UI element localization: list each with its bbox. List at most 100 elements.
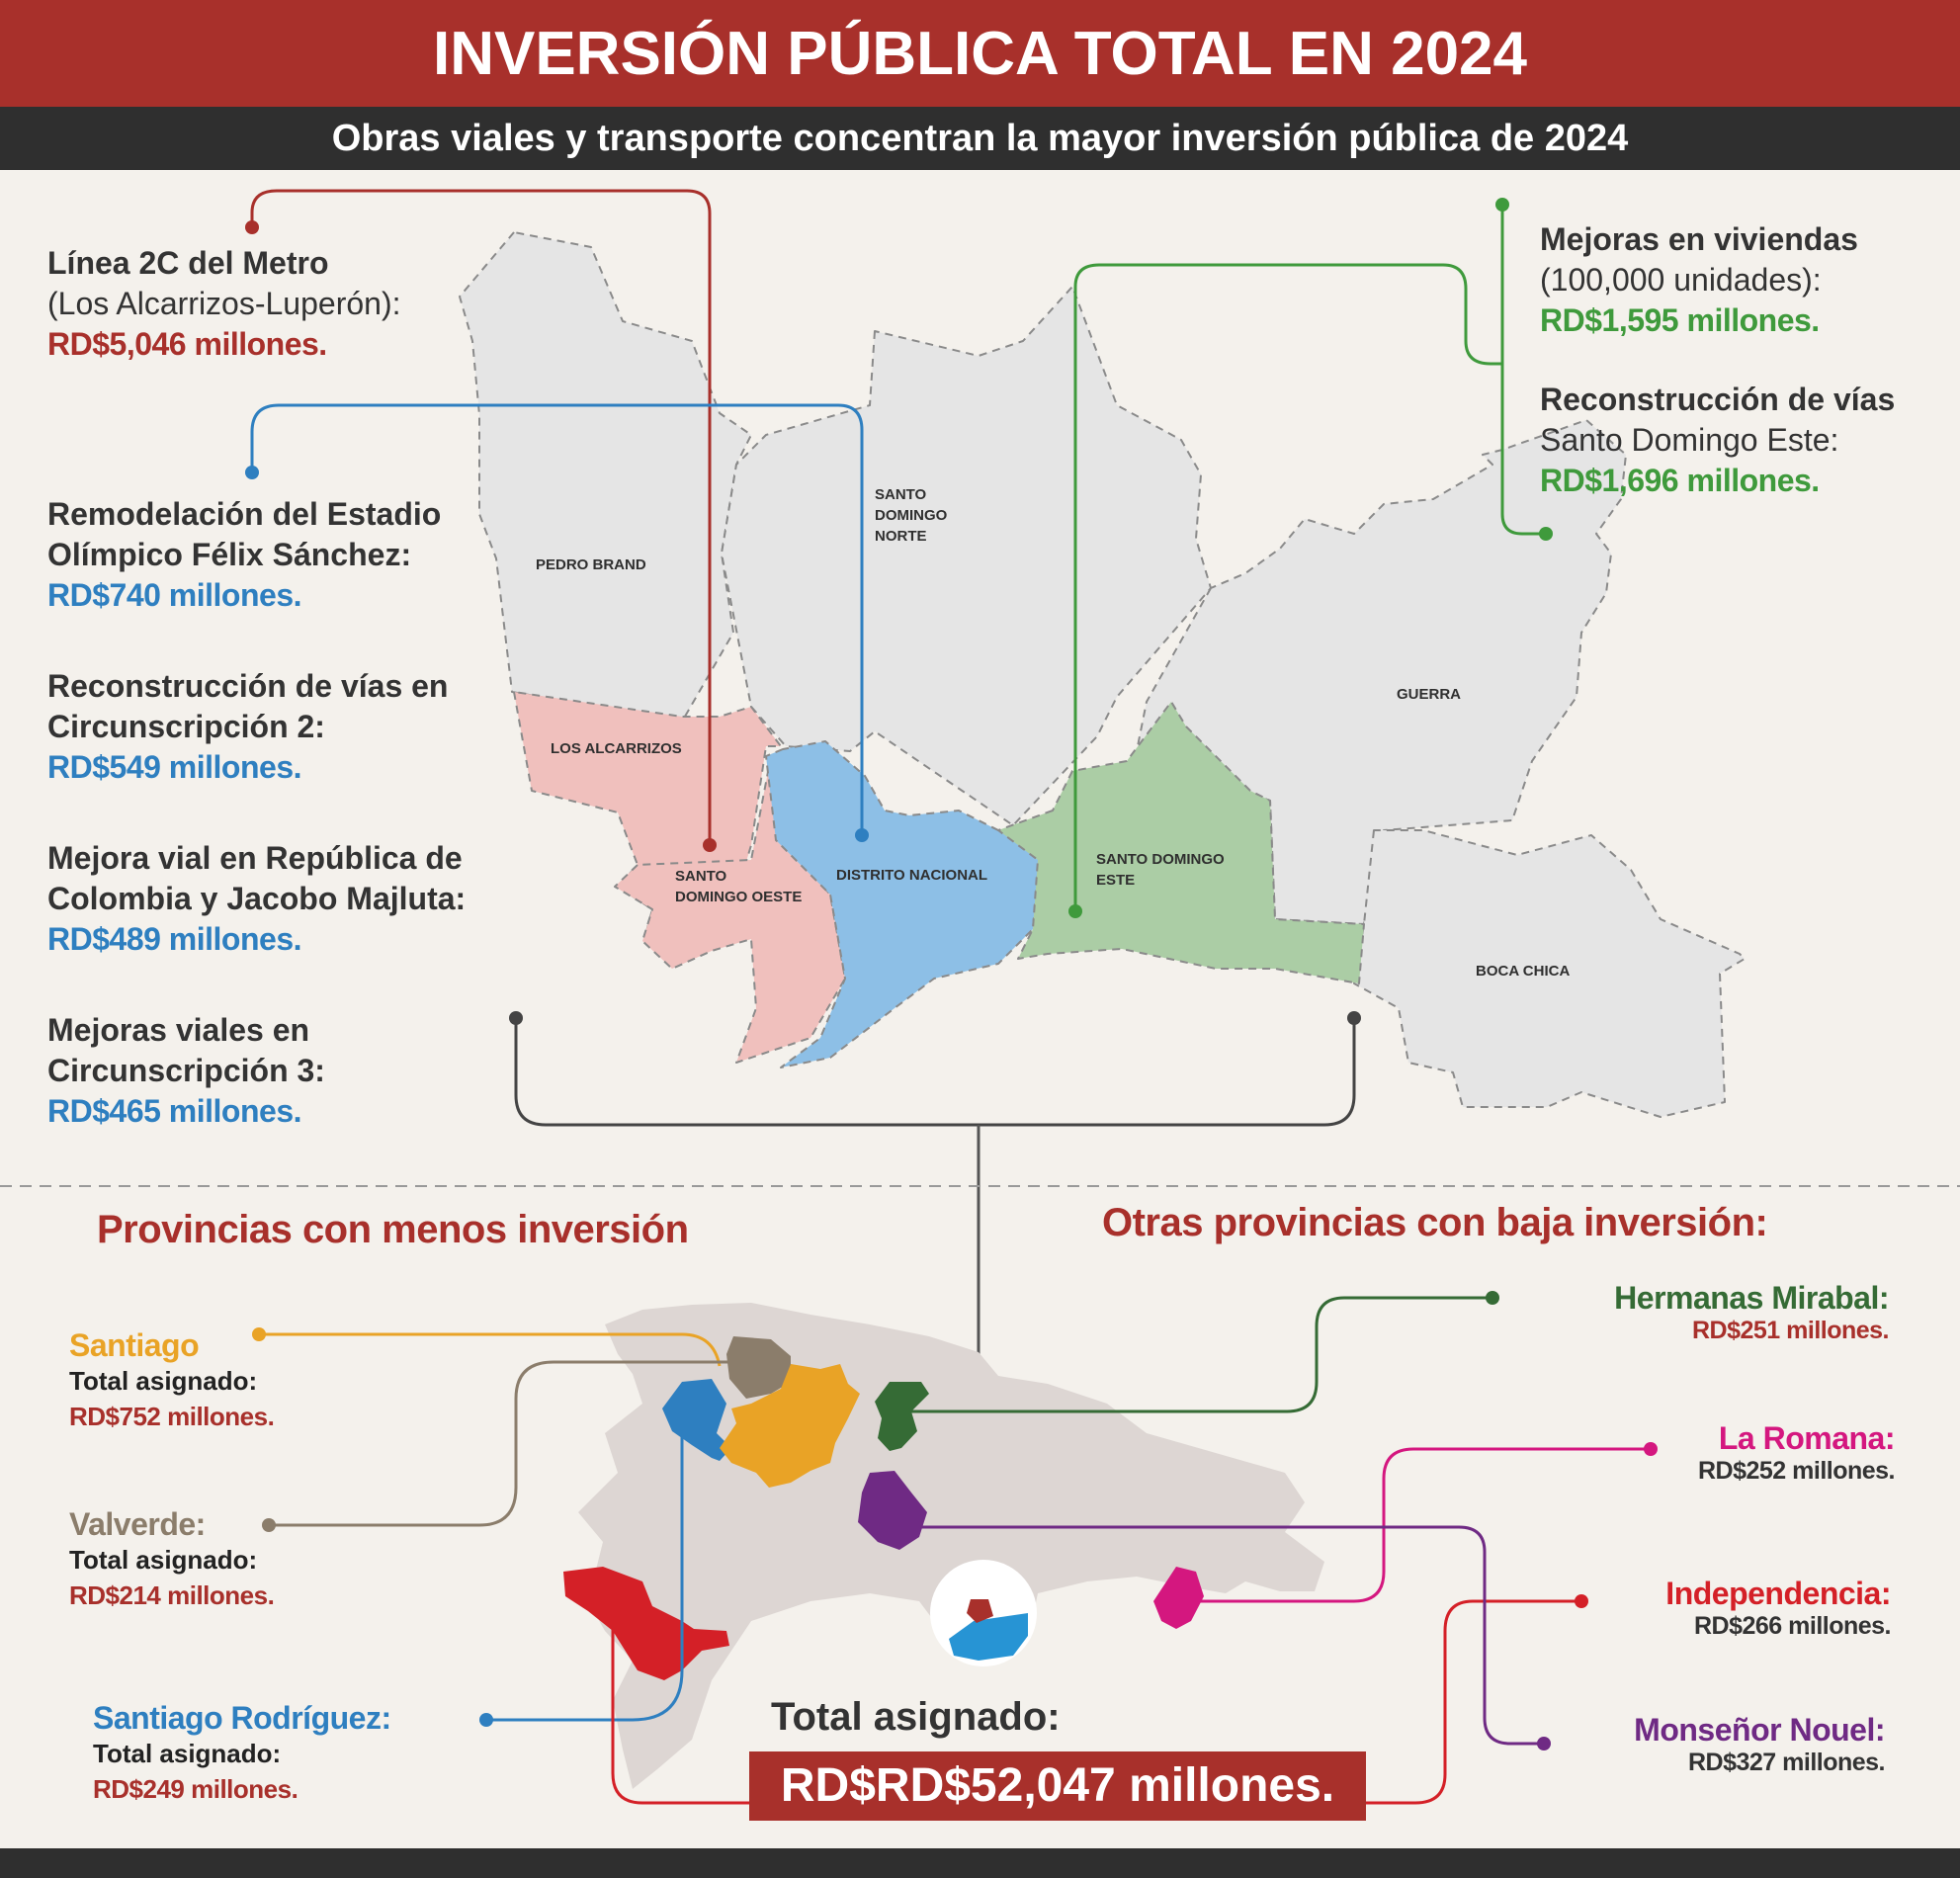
connector-hermanas-mirabal xyxy=(899,1296,1492,1413)
label-sdn-3: NORTE xyxy=(875,528,927,545)
total-label: Total asignado: xyxy=(771,1695,1061,1739)
project-circ3-title: Mejoras viales en xyxy=(47,1012,310,1048)
province-independencia-block: Independencia: RD$266 millones. xyxy=(1665,1576,1891,1641)
region-santo-domingo-norte xyxy=(721,286,1212,826)
dot-independencia xyxy=(1575,1594,1588,1608)
dot-valverde xyxy=(262,1518,276,1532)
project-colombia-title2: Colombia y Jacobo Majluta: xyxy=(47,881,467,916)
project-colombia: Mejora vial en República de Colombia y J… xyxy=(47,838,466,960)
dot-metro xyxy=(245,220,259,234)
label-sdn-2: DOMINGO xyxy=(875,507,948,524)
connector-sde xyxy=(1500,203,1544,536)
connector-la-romana xyxy=(1181,1447,1651,1603)
dot-santiago-rodriguez xyxy=(479,1713,493,1727)
province-la-romana-amount: RD$252 millones. xyxy=(1697,1457,1896,1485)
label-guerra: GUERRA xyxy=(1397,686,1461,703)
province-independencia-amount: RD$266 millones. xyxy=(1693,1612,1892,1640)
label-distrito-nacional: DISTRITO NACIONAL xyxy=(836,867,987,884)
province-santiago-rodriguez-label: Total asignado: xyxy=(93,1739,282,1768)
project-viviendas: Mejoras en viviendas (100,000 unidades):… xyxy=(1540,219,1858,341)
project-metro-title: Línea 2C del Metro xyxy=(47,245,329,281)
province-santiago-label: Total asignado: xyxy=(69,1366,258,1396)
province-santiago-block: Santiago Total asignado: RD$752 millones… xyxy=(69,1327,275,1434)
project-circ2-title2: Circunscripción 2: xyxy=(47,709,325,744)
province-valverde-name: Valverde: xyxy=(69,1506,206,1542)
province-independencia xyxy=(563,1567,729,1680)
connector-santiago-rodriguez xyxy=(486,1428,684,1722)
province-hermanas-mirabal xyxy=(875,1382,929,1451)
dot-la-romana xyxy=(1644,1442,1658,1456)
province-santiago-rodriguez-amount: RD$249 millones. xyxy=(93,1774,298,1804)
connector-valverde xyxy=(269,1360,731,1527)
project-viviendas-amount: RD$1,595 millones. xyxy=(1540,302,1820,338)
project-estadio-amount: RD$740 millones. xyxy=(47,577,302,613)
province-valverde xyxy=(726,1336,791,1399)
dot-viviendas xyxy=(1495,198,1509,212)
province-monsenor-nouel-name: Monseñor Nouel: xyxy=(1634,1712,1885,1748)
project-circ2-title: Reconstrucción de vías en xyxy=(47,668,449,704)
connector-metro xyxy=(250,189,712,848)
connector-independencia xyxy=(611,1599,1581,1805)
province-hermanas-mirabal-block: Hermanas Mirabal: RD$251 millones. xyxy=(1614,1280,1889,1345)
dot-metro-end xyxy=(703,838,717,852)
label-sde-1: SANTO DOMINGO xyxy=(1096,851,1225,868)
region-distrito-nacional xyxy=(765,740,1044,1068)
section-right-heading: Otras provincias con baja inversión: xyxy=(1102,1201,1768,1244)
province-santiago-rodriguez-block: Santiago Rodríguez: Total asignado: RD$2… xyxy=(93,1700,391,1807)
project-sde-title: Reconstrucción de vías xyxy=(1540,382,1896,417)
province-hermanas-mirabal-name: Hermanas Mirabal: xyxy=(1614,1280,1889,1316)
project-estadio-title2: Olímpico Félix Sánchez: xyxy=(47,537,412,572)
connector-bracket xyxy=(514,1018,1356,1127)
label-pedro-brand: PEDRO BRAND xyxy=(536,556,646,573)
project-sde: Reconstrucción de vías Santo Domingo Est… xyxy=(1540,380,1895,501)
province-valverde-block: Valverde: Total asignado: RD$214 millone… xyxy=(69,1506,275,1613)
dot-viviendas-end xyxy=(1068,904,1082,918)
section-left-heading: Provincias con menos inversión xyxy=(97,1208,689,1251)
province-monsenor-nouel-block: Monseñor Nouel: RD$327 millones. xyxy=(1634,1712,1885,1777)
dot-estadio-end xyxy=(855,828,869,842)
project-circ3: Mejoras viales en Circunscripción 3: RD$… xyxy=(47,1010,325,1132)
project-sde-note: Santo Domingo Este: xyxy=(1540,422,1839,458)
label-sdo-2: DOMINGO OESTE xyxy=(675,889,802,905)
region-pedro-brand xyxy=(459,231,752,723)
connector-monsenor-nouel xyxy=(909,1525,1544,1746)
region-boca-chica xyxy=(1353,829,1746,1118)
zoom-sdo xyxy=(967,1599,993,1623)
label-sdn-1: SANTO xyxy=(875,486,927,503)
project-colombia-amount: RD$489 millones. xyxy=(47,921,302,957)
main-title: INVERSIÓN PÚBLICA TOTAL EN 2024 xyxy=(0,0,1960,107)
dot-estadio xyxy=(245,466,259,479)
project-circ3-amount: RD$465 millones. xyxy=(47,1093,301,1129)
province-santiago-rodriguez-name: Santiago Rodríguez: xyxy=(93,1700,391,1736)
province-la-romana-block: La Romana: RD$252 millones. xyxy=(1697,1420,1896,1486)
dot-hermanas-mirabal xyxy=(1486,1291,1499,1305)
project-viviendas-note: (100,000 unidades): xyxy=(1540,262,1822,298)
region-santo-domingo-este xyxy=(997,701,1365,984)
project-metro-amount: RD$5,046 millones. xyxy=(47,326,327,362)
dot-sde xyxy=(1539,527,1553,541)
connector-viviendas xyxy=(1073,263,1502,914)
province-santiago-amount: RD$752 millones. xyxy=(69,1402,275,1431)
project-circ2-amount: RD$549 millones. xyxy=(47,749,302,785)
province-santiago xyxy=(720,1364,860,1488)
dot-santiago xyxy=(252,1327,266,1341)
province-monsenor-nouel xyxy=(858,1471,927,1550)
province-la-romana-name: La Romana: xyxy=(1718,1420,1896,1456)
label-boca-chica: BOCA CHICA xyxy=(1476,963,1570,980)
zoom-distrito xyxy=(949,1613,1028,1661)
project-estadio: Remodelación del Estadio Olímpico Félix … xyxy=(47,494,441,616)
province-santiago-name: Santiago xyxy=(69,1327,200,1363)
project-estadio-title: Remodelación del Estadio xyxy=(47,496,442,532)
province-la-romana xyxy=(1153,1567,1204,1629)
subtitle: Obras viales y transporte concentran la … xyxy=(0,107,1960,170)
label-sde-2: ESTE xyxy=(1096,872,1135,889)
connector-santiago xyxy=(259,1332,722,1367)
province-hermanas-mirabal-amount: RD$251 millones. xyxy=(1691,1317,1890,1344)
province-independencia-name: Independencia: xyxy=(1665,1576,1891,1611)
connector-estadio xyxy=(250,403,864,835)
project-metro-note: (Los Alcarrizos-Luperón): xyxy=(47,286,401,321)
label-sdo-1: SANTO xyxy=(675,868,727,885)
project-colombia-title: Mejora vial en República de xyxy=(47,840,463,876)
total-amount: RD$RD$52,047 millones. xyxy=(749,1751,1366,1821)
